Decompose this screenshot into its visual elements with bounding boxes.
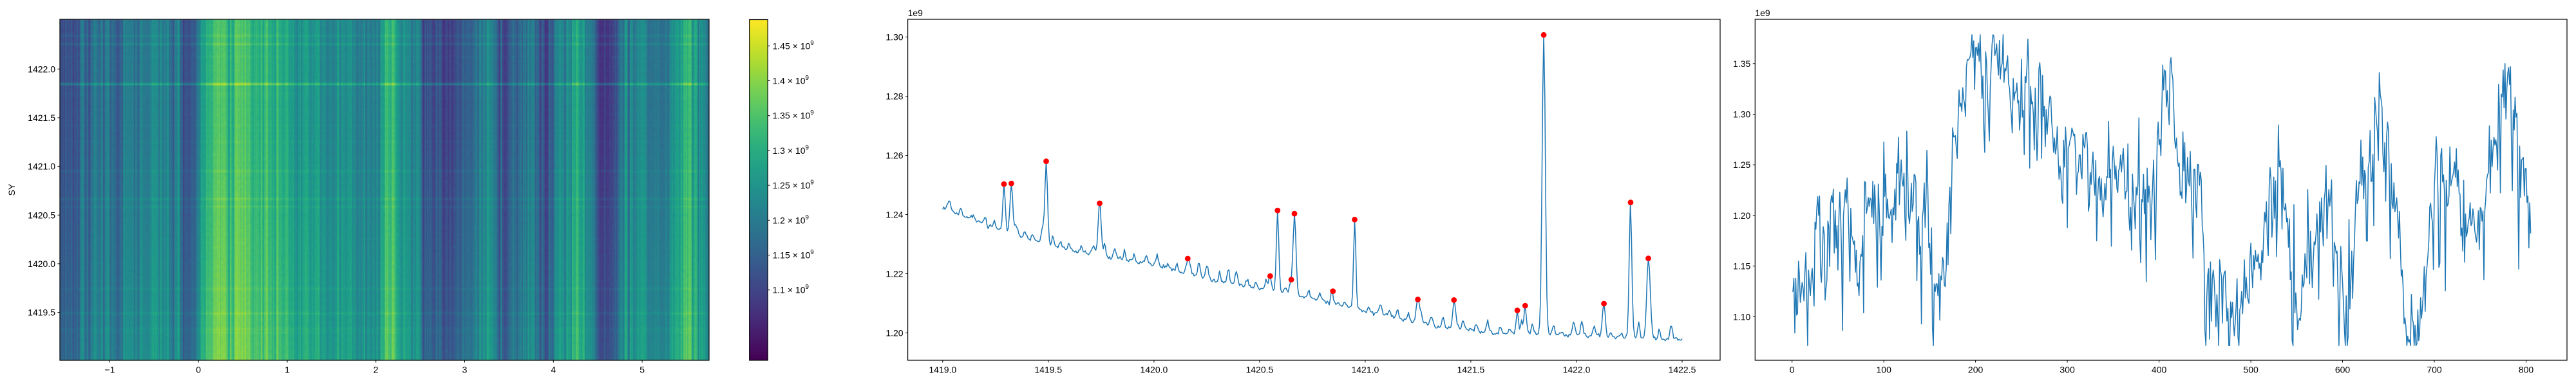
svg-text:SY: SY [6,183,17,196]
svg-text:3: 3 [462,365,468,375]
svg-text:1.30: 1.30 [1733,109,1750,120]
svg-text:1420.5: 1420.5 [28,210,55,220]
svg-text:1.20: 1.20 [1733,210,1750,221]
svg-text:1.30: 1.30 [886,32,903,42]
svg-text:1.20: 1.20 [886,328,903,338]
svg-text:500: 500 [2243,365,2259,375]
svg-text:100: 100 [1877,365,1892,375]
svg-text:1.4 × 109: 1.4 × 109 [773,75,809,86]
svg-text:1.28: 1.28 [886,91,903,102]
svg-text:2: 2 [374,365,379,375]
svg-text:200: 200 [1968,365,1984,375]
svg-text:1420.5: 1420.5 [1245,365,1273,375]
svg-text:1.26: 1.26 [886,151,903,161]
svg-text:800: 800 [2519,365,2534,375]
svg-text:700: 700 [2427,365,2442,375]
svg-text:1.3 × 109: 1.3 × 109 [773,144,809,156]
svg-text:1.15: 1.15 [1733,261,1750,271]
svg-text:1419.5: 1419.5 [1034,365,1062,375]
svg-text:5: 5 [639,365,645,375]
svg-text:1.25: 1.25 [1733,160,1750,170]
svg-text:1421.0: 1421.0 [28,161,55,172]
svg-text:0: 0 [1790,365,1795,375]
svg-text:1.22: 1.22 [886,269,903,279]
svg-text:1.15 × 109: 1.15 × 109 [773,249,814,261]
svg-text:−1: −1 [104,365,115,375]
svg-text:1.45 × 109: 1.45 × 109 [773,40,814,51]
svg-text:1e9: 1e9 [1755,8,1770,18]
svg-text:400: 400 [2152,365,2167,375]
svg-text:1421.0: 1421.0 [1351,365,1379,375]
svg-text:1.25 × 109: 1.25 × 109 [773,179,814,191]
svg-text:1.24: 1.24 [886,210,903,220]
svg-text:1420.0: 1420.0 [1140,365,1168,375]
svg-text:1419.0: 1419.0 [929,365,956,375]
svg-text:1: 1 [285,365,290,375]
svg-text:1422.0: 1422.0 [28,64,55,74]
svg-text:1.10: 1.10 [1733,311,1750,322]
svg-text:1.1 × 109: 1.1 × 109 [773,284,809,295]
svg-text:4: 4 [551,365,556,375]
svg-text:600: 600 [2335,365,2351,375]
svg-text:1422.5: 1422.5 [1669,365,1696,375]
svg-text:1421.5: 1421.5 [28,113,55,123]
svg-text:0: 0 [196,365,201,375]
svg-text:1e9: 1e9 [908,8,923,18]
svg-text:1421.5: 1421.5 [1457,365,1484,375]
svg-text:1.35: 1.35 [1733,59,1750,69]
svg-text:1.2 × 109: 1.2 × 109 [773,214,809,226]
svg-text:1419.5: 1419.5 [28,308,55,318]
svg-text:1420.0: 1420.0 [28,259,55,269]
svg-text:1422.0: 1422.0 [1563,365,1591,375]
svg-text:300: 300 [2060,365,2075,375]
svg-text:1.35 × 109: 1.35 × 109 [773,109,814,121]
